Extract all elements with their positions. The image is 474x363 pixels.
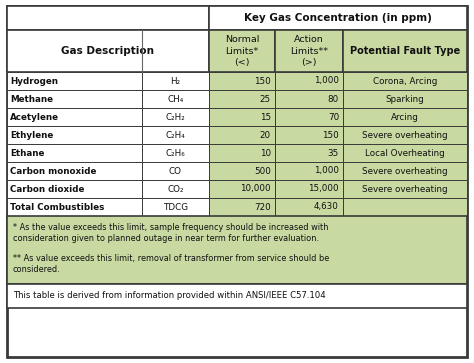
Bar xyxy=(7,90,142,108)
Bar xyxy=(275,30,343,72)
Text: 1,000: 1,000 xyxy=(314,77,339,86)
Text: This table is derived from information provided within ANSI/IEEE C57.104: This table is derived from information p… xyxy=(13,291,326,301)
Text: Carbon monoxide: Carbon monoxide xyxy=(10,167,96,175)
Bar xyxy=(275,198,343,216)
Bar xyxy=(142,108,209,126)
Bar xyxy=(343,162,467,180)
Text: C₂H₄: C₂H₄ xyxy=(165,131,185,139)
Text: 70: 70 xyxy=(328,113,339,122)
Text: Normal
Limits*
(<): Normal Limits* (<) xyxy=(225,36,259,66)
Text: Ethane: Ethane xyxy=(10,148,45,158)
Bar xyxy=(275,144,343,162)
Text: 15: 15 xyxy=(260,113,271,122)
Text: Severe overheating: Severe overheating xyxy=(362,184,448,193)
Bar xyxy=(142,198,209,216)
Text: Corona, Arcing: Corona, Arcing xyxy=(373,77,437,86)
Bar xyxy=(343,180,467,198)
Text: CO: CO xyxy=(169,167,182,175)
Bar xyxy=(343,198,467,216)
Bar xyxy=(7,30,209,72)
Bar xyxy=(209,162,275,180)
Bar xyxy=(7,126,142,144)
Text: 10,000: 10,000 xyxy=(240,184,271,193)
Bar xyxy=(209,6,467,30)
Bar xyxy=(343,30,467,72)
Bar xyxy=(142,162,209,180)
Bar xyxy=(142,144,209,162)
Text: * As the value exceeds this limit, sample frequency should be increased with
con: * As the value exceeds this limit, sampl… xyxy=(13,223,328,243)
Text: 15,000: 15,000 xyxy=(309,184,339,193)
Bar xyxy=(7,198,142,216)
Text: C₂H₆: C₂H₆ xyxy=(166,148,185,158)
Bar xyxy=(209,108,275,126)
Bar xyxy=(275,126,343,144)
Bar xyxy=(343,72,467,90)
Text: Local Overheating: Local Overheating xyxy=(365,148,445,158)
Text: ** As value exceeds this limit, removal of transformer from service should be
co: ** As value exceeds this limit, removal … xyxy=(13,254,329,274)
Text: Action
Limits**
(>): Action Limits** (>) xyxy=(290,36,328,66)
Bar xyxy=(343,144,467,162)
Bar xyxy=(7,6,209,30)
Bar xyxy=(275,90,343,108)
Bar xyxy=(275,162,343,180)
Bar xyxy=(7,284,467,308)
Text: Key Gas Concentration (in ppm): Key Gas Concentration (in ppm) xyxy=(244,13,432,23)
Text: TDCG: TDCG xyxy=(163,203,188,212)
Text: 1,000: 1,000 xyxy=(314,167,339,175)
Bar xyxy=(275,72,343,90)
Text: 10: 10 xyxy=(260,148,271,158)
Text: CO₂: CO₂ xyxy=(167,184,184,193)
Bar xyxy=(7,72,142,90)
Text: Gas Description: Gas Description xyxy=(62,46,155,56)
Bar xyxy=(7,162,142,180)
Text: 25: 25 xyxy=(260,94,271,103)
Bar xyxy=(209,126,275,144)
Bar xyxy=(209,72,275,90)
Text: Hydrogen: Hydrogen xyxy=(10,77,58,86)
Bar xyxy=(7,144,142,162)
Text: Severe overheating: Severe overheating xyxy=(362,131,448,139)
Bar xyxy=(209,180,275,198)
Bar xyxy=(7,216,467,284)
Text: 4,630: 4,630 xyxy=(314,203,339,212)
Text: Potential Fault Type: Potential Fault Type xyxy=(350,46,460,56)
Text: 150: 150 xyxy=(322,131,339,139)
Text: C₂H₂: C₂H₂ xyxy=(165,113,185,122)
Bar xyxy=(343,90,467,108)
Text: Sparking: Sparking xyxy=(386,94,424,103)
Text: 150: 150 xyxy=(254,77,271,86)
Bar xyxy=(343,126,467,144)
Text: 80: 80 xyxy=(328,94,339,103)
Text: H₂: H₂ xyxy=(171,77,181,86)
Text: 35: 35 xyxy=(328,148,339,158)
Bar xyxy=(7,108,142,126)
Text: 20: 20 xyxy=(260,131,271,139)
Bar xyxy=(275,180,343,198)
Bar xyxy=(275,108,343,126)
Text: Arcing: Arcing xyxy=(391,113,419,122)
Bar xyxy=(142,180,209,198)
Bar xyxy=(142,126,209,144)
Text: Methane: Methane xyxy=(10,94,53,103)
Text: Severe overheating: Severe overheating xyxy=(362,167,448,175)
Bar xyxy=(209,144,275,162)
Bar xyxy=(209,30,275,72)
Text: 500: 500 xyxy=(254,167,271,175)
Bar xyxy=(7,180,142,198)
Bar xyxy=(209,198,275,216)
Text: Carbon dioxide: Carbon dioxide xyxy=(10,184,84,193)
Text: 720: 720 xyxy=(254,203,271,212)
Bar xyxy=(209,90,275,108)
Text: Ethylene: Ethylene xyxy=(10,131,53,139)
Text: CH₄: CH₄ xyxy=(167,94,183,103)
Bar xyxy=(343,108,467,126)
Text: Total Combustibles: Total Combustibles xyxy=(10,203,104,212)
Text: Acetylene: Acetylene xyxy=(10,113,59,122)
Bar xyxy=(142,72,209,90)
Bar xyxy=(142,90,209,108)
